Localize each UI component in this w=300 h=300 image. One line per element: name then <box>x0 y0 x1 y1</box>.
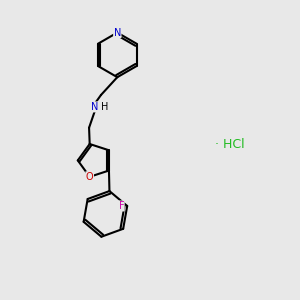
Text: N: N <box>114 28 121 38</box>
Text: N: N <box>91 102 99 112</box>
Text: H: H <box>101 102 108 112</box>
Text: O: O <box>86 172 94 182</box>
Text: F: F <box>118 201 124 211</box>
Text: · HCl: · HCl <box>215 138 245 151</box>
